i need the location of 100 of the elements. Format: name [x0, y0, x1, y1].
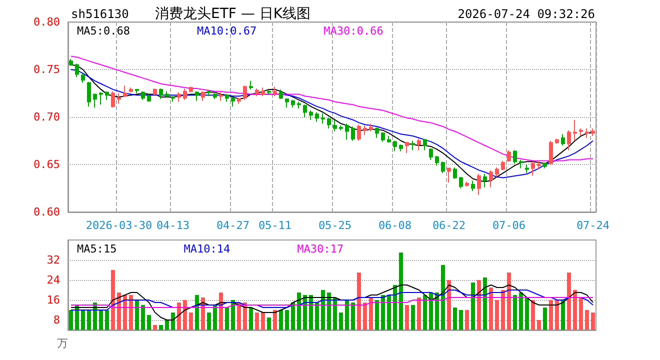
y-tick-label: 24 — [46, 274, 60, 286]
candlestick — [159, 88, 163, 100]
x-tick-label: 05-25 — [318, 219, 352, 232]
x-tick-label: 04-13 — [156, 219, 190, 232]
candlestick — [273, 86, 277, 97]
candlestick — [333, 119, 337, 132]
candlestick — [423, 138, 427, 151]
candlestick — [477, 174, 481, 196]
candlestick — [129, 87, 133, 93]
candlestick — [507, 150, 511, 162]
candlestick — [243, 85, 247, 100]
text: MA5:15 — [77, 242, 117, 256]
candlestick — [249, 80, 253, 90]
candlestick — [357, 124, 361, 142]
candlestick — [351, 126, 355, 142]
candlestick — [501, 160, 505, 171]
y-tick-label: 0.70 — [34, 110, 60, 124]
candlestick — [573, 119, 577, 142]
candlestick — [309, 110, 313, 120]
candlestick — [495, 166, 499, 178]
candlestick — [549, 140, 553, 165]
candlestick — [585, 128, 589, 138]
candlestick — [405, 141, 409, 154]
candlestick — [393, 140, 397, 152]
candlestick — [207, 90, 211, 97]
candlestick — [375, 126, 379, 138]
candlestick — [213, 92, 217, 100]
candlestick — [93, 94, 97, 108]
x-tick-label: 04-27 — [216, 219, 250, 232]
candlestick — [459, 176, 463, 189]
candlestick — [555, 138, 559, 144]
candlestick — [483, 174, 487, 188]
candlestick — [327, 117, 331, 129]
candlestick — [195, 90, 199, 102]
candlestick — [183, 88, 187, 100]
candlestick — [465, 181, 469, 187]
candlestick — [579, 128, 583, 136]
candlestick — [345, 123, 349, 140]
y-tick-label: 16 — [46, 294, 60, 306]
candlestick — [105, 90, 109, 100]
y-tick-label: 0.75 — [34, 63, 60, 76]
candlestick — [141, 90, 145, 100]
text: MA30:0.66 — [324, 24, 384, 38]
y-tick-label: 32 — [46, 254, 60, 266]
candlestick — [297, 101, 301, 109]
candlestick — [165, 90, 169, 98]
y-axis-title: 万 — [57, 337, 68, 350]
candlestick — [387, 136, 391, 144]
candlestick — [531, 161, 535, 176]
candlestick — [453, 166, 457, 180]
candlestick — [189, 86, 193, 93]
candlestick — [81, 72, 85, 84]
candlestick — [219, 92, 223, 102]
text: 2026-07-24 09:32:26 — [458, 7, 596, 21]
candlestick — [177, 92, 181, 102]
line-series — [70, 56, 594, 162]
candlestick — [519, 159, 523, 169]
candlestick — [231, 96, 235, 108]
candlestick — [135, 88, 139, 94]
text: MA30:17 — [297, 242, 344, 256]
text: MA5:0.68 — [77, 24, 130, 38]
x-tick-label: 06-22 — [432, 219, 466, 232]
candlestick — [291, 99, 295, 108]
candlestick — [99, 92, 103, 106]
candlestick — [399, 144, 403, 152]
candlestick — [117, 92, 121, 104]
candlestick — [567, 130, 571, 151]
candlestick — [543, 162, 547, 169]
x-tick-label: 06-08 — [378, 219, 412, 232]
candlestick — [261, 87, 265, 97]
candlestick — [471, 180, 475, 192]
candlestick — [537, 160, 541, 170]
line-series — [70, 290, 594, 310]
candlestick — [363, 125, 367, 136]
candlestick — [75, 63, 79, 78]
candlestick — [441, 161, 445, 174]
x-tick-label: 2026-03-30 — [86, 219, 152, 232]
line-series — [70, 297, 594, 308]
candlestick — [561, 134, 565, 146]
candlestick — [525, 164, 529, 174]
chart-subtitle: sh516130 — [71, 7, 129, 21]
candlestick — [591, 128, 595, 136]
text: MA10:14 — [184, 242, 230, 256]
candlestick — [381, 132, 385, 142]
candlestick — [225, 94, 229, 102]
y-tick-label: 0.80 — [34, 16, 60, 28]
candlestick — [87, 81, 91, 108]
candlestick — [417, 138, 421, 151]
candlestick — [411, 140, 415, 151]
candlestick — [321, 112, 325, 124]
candlestick — [123, 85, 127, 98]
candlestick — [339, 125, 343, 131]
y-tick-label: 0.65 — [34, 158, 60, 171]
line-series — [70, 284, 594, 320]
y-tick-label: 8 — [53, 314, 60, 326]
candlestick — [279, 88, 283, 100]
x-tick-label: 05-11 — [258, 219, 292, 232]
candlestick — [429, 148, 433, 160]
text: MA10:0.67 — [196, 24, 257, 38]
chart-title: 消费龙头ETF — 日K线图 — [155, 6, 311, 22]
